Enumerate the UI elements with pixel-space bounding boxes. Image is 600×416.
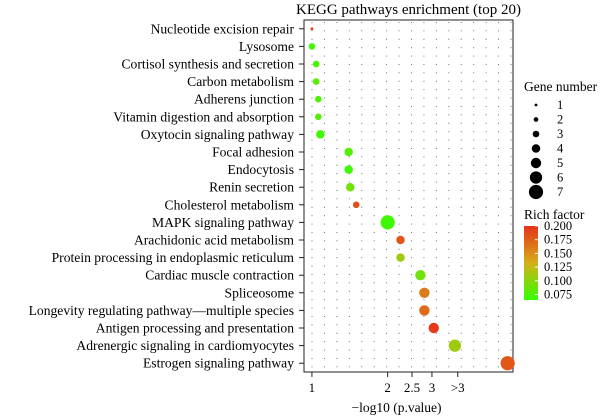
- color-legend-title: Rich factor: [524, 207, 585, 222]
- color-legend-label: 0.125: [544, 260, 572, 274]
- category-label: Arachidonic acid metabolism: [134, 233, 294, 248]
- color-legend-label: 0.175: [544, 233, 572, 247]
- category-label: Protein processing in endoplasmic reticu…: [52, 250, 295, 265]
- category-label: Spliceosome: [225, 285, 294, 300]
- data-point: [448, 339, 462, 352]
- category-label: Adrenergic signaling in cardiomyocytes: [76, 338, 294, 353]
- data-point: [314, 95, 322, 103]
- size-legend-label: 7: [557, 185, 563, 199]
- size-legend-label: 6: [557, 171, 563, 185]
- data-point: [352, 201, 360, 209]
- data-point: [380, 215, 395, 230]
- category-label: Carbon metabolism: [187, 74, 294, 89]
- category-label: Estrogen signaling pathway: [143, 356, 294, 371]
- size-legend-title: Gene number: [524, 79, 598, 94]
- data-point: [344, 165, 353, 174]
- data-point: [310, 27, 314, 31]
- color-legend-bar: [524, 226, 538, 300]
- data-point: [314, 113, 322, 121]
- size-legend-dot: [533, 117, 539, 122]
- category-label: Renin secretion: [209, 180, 294, 195]
- category-label: Cortisol synthesis and secretion: [121, 57, 294, 72]
- size-legend-label: 5: [557, 156, 563, 170]
- category-label: Nucleotide excision repair: [151, 21, 295, 36]
- size-legend-label: 3: [557, 127, 563, 141]
- data-point: [312, 78, 320, 85]
- size-legend-dot: [534, 103, 538, 107]
- data-point: [312, 60, 320, 68]
- data-point: [419, 287, 430, 298]
- x-tick-label: >3: [451, 380, 465, 395]
- data-point: [308, 43, 316, 50]
- x-tick-label: 3: [429, 380, 436, 395]
- data-point: [344, 147, 353, 157]
- category-label: Vitamin digestion and absorption: [113, 109, 294, 124]
- data-point: [419, 305, 430, 316]
- size-legend-dot: [529, 171, 543, 184]
- x-tick-label: 2.5: [404, 380, 420, 395]
- data-point: [396, 253, 405, 262]
- category-label: Cholesterol metabolism: [165, 197, 295, 212]
- size-legend-label: 2: [557, 113, 563, 127]
- size-legend-label: 4: [557, 142, 564, 156]
- data-point: [345, 182, 355, 192]
- x-axis-label: −log10 (p.value): [351, 400, 441, 415]
- size-legend-dot: [528, 184, 544, 200]
- color-legend-label: 0.075: [544, 288, 572, 302]
- chart-title: KEGG pathways enrichment (top 20): [296, 2, 521, 18]
- category-label: Longevity regulating pathway—multiple sp…: [29, 303, 294, 318]
- color-legend-label: 0.100: [544, 274, 572, 288]
- data-point: [415, 270, 426, 281]
- color-legend-label: 0.200: [544, 219, 572, 233]
- data-point: [428, 322, 439, 334]
- category-label: Oxytocin signaling pathway: [141, 127, 294, 142]
- size-legend-dot: [530, 157, 542, 169]
- plot-frame: [303, 19, 514, 373]
- category-label: Endocytosis: [228, 162, 294, 177]
- category-label: Adherens junction: [194, 92, 294, 107]
- category-label: Cardiac muscle contraction: [145, 268, 294, 283]
- size-legend-dot: [531, 144, 541, 153]
- size-legend-label: 1: [557, 98, 563, 112]
- category-label: Antigen processing and presentation: [96, 321, 294, 336]
- data-point: [396, 235, 405, 245]
- x-tick-label: 2: [384, 380, 391, 395]
- color-legend-label: 0.150: [544, 246, 572, 260]
- data-point: [500, 356, 515, 371]
- x-tick-label: 1: [309, 380, 316, 395]
- size-legend-dot: [532, 130, 540, 138]
- category-label: MAPK signaling pathway: [152, 215, 294, 230]
- category-label: Lysosome: [239, 39, 294, 54]
- data-point: [316, 130, 325, 139]
- category-label: Focal adhesion: [212, 145, 294, 160]
